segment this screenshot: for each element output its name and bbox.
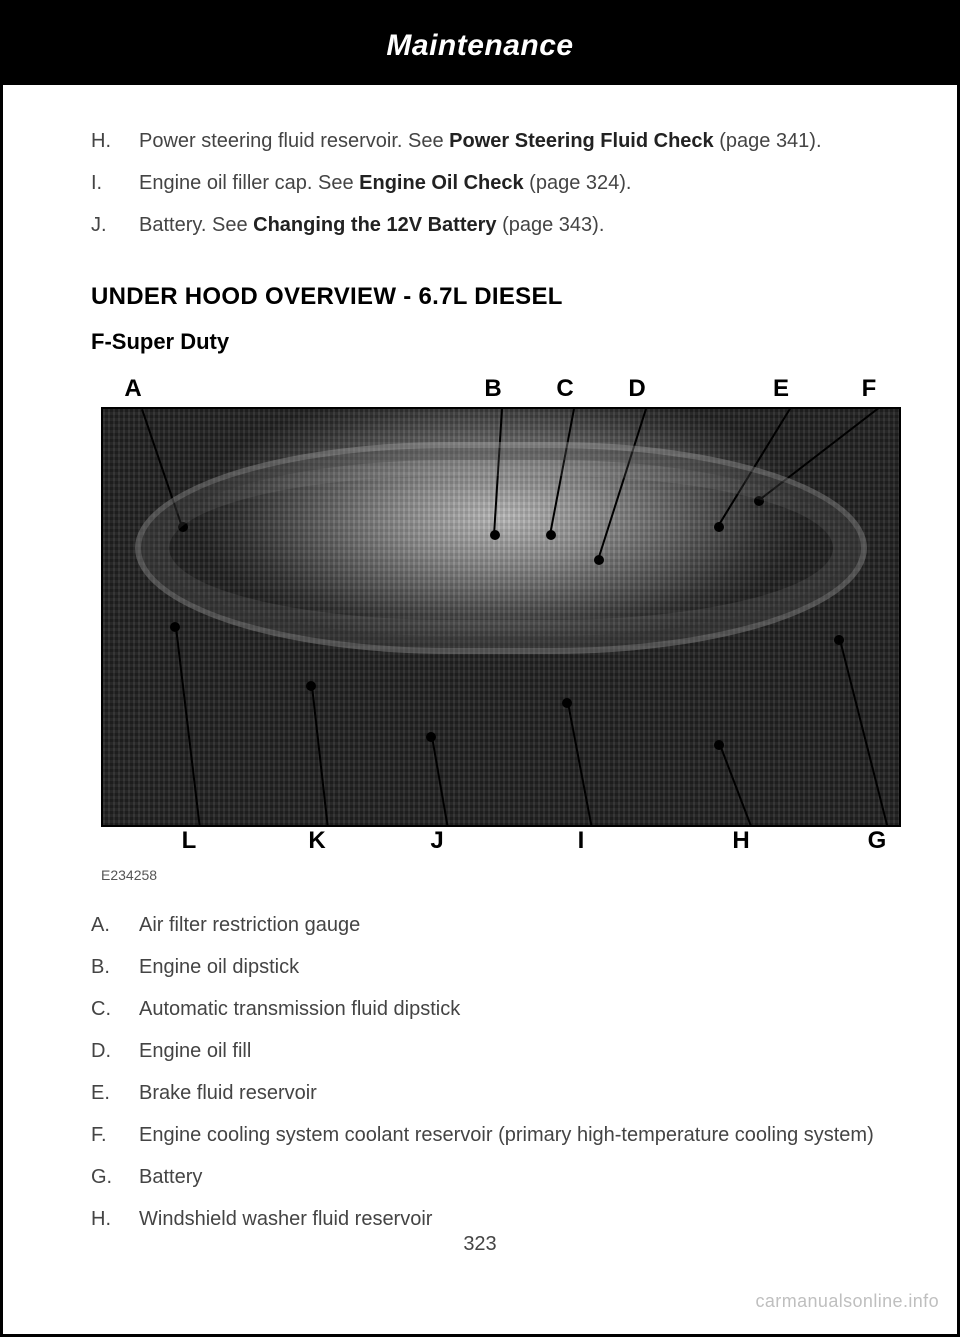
lead-dot xyxy=(546,530,556,540)
list-letter: H. xyxy=(91,127,139,155)
item-suffix: (page 341). xyxy=(714,130,822,152)
legend-letter: A. xyxy=(91,911,139,939)
lead-line xyxy=(311,686,329,827)
page-number: 323 xyxy=(3,1233,957,1256)
diagram-label: K xyxy=(308,827,325,855)
legend-text: Brake fluid reservoir xyxy=(139,1079,887,1107)
lead-dot xyxy=(170,622,180,632)
lead-dot xyxy=(714,740,724,750)
subsection-title: F-Super Duty xyxy=(91,329,887,355)
lead-dot xyxy=(426,732,436,742)
item-prefix: Power steering fluid reservoir. See xyxy=(139,130,449,152)
section-title: UNDER HOOD OVERVIEW - 6.7L DIESEL xyxy=(91,283,887,311)
header-title: Maintenance xyxy=(386,29,573,62)
page-header: Maintenance xyxy=(3,3,957,85)
legend-letter: D. xyxy=(91,1037,139,1065)
diagram-bottom-labels: LKJIHG xyxy=(101,827,901,859)
item-bold-ref: Power Steering Fluid Check xyxy=(449,130,714,152)
engine-diagram xyxy=(101,407,901,827)
item-bold-ref: Engine Oil Check xyxy=(359,172,523,194)
lead-line xyxy=(597,408,647,560)
item-suffix: (page 324). xyxy=(524,172,632,194)
lead-dot xyxy=(714,522,724,532)
legend-letter: E. xyxy=(91,1079,139,1107)
diagram-label: J xyxy=(430,827,443,855)
legend-item: E.Brake fluid reservoir xyxy=(91,1079,887,1107)
legend-item: B.Engine oil dipstick xyxy=(91,953,887,981)
lead-dot xyxy=(562,698,572,708)
lead-dot xyxy=(754,496,764,506)
list-item: H. Power steering fluid reservoir. See P… xyxy=(91,127,887,155)
lead-line xyxy=(719,744,753,827)
legend-text: Air filter restriction gauge xyxy=(139,911,887,939)
diagram-legend: A.Air filter restriction gaugeB.Engine o… xyxy=(91,911,887,1233)
legend-item: D.Engine oil fill xyxy=(91,1037,887,1065)
list-text: Power steering fluid reservoir. See Powe… xyxy=(139,127,887,155)
legend-text: Battery xyxy=(139,1163,887,1191)
list-item: I. Engine oil filler cap. See Engine Oil… xyxy=(91,169,887,197)
lead-line xyxy=(141,409,183,527)
diagram-label: F xyxy=(862,375,877,403)
legend-item: A.Air filter restriction gauge xyxy=(91,911,887,939)
diagram-label: H xyxy=(732,827,749,855)
legend-text: Engine oil fill xyxy=(139,1037,887,1065)
lead-line xyxy=(175,627,201,827)
list-item: J. Battery. See Changing the 12V Battery… xyxy=(91,211,887,239)
diagram-label: B xyxy=(484,375,501,403)
continuation-list: H. Power steering fluid reservoir. See P… xyxy=(91,127,887,239)
list-letter: I. xyxy=(91,169,139,197)
legend-text: Engine cooling system coolant reservoir … xyxy=(139,1121,887,1149)
legend-item: F.Engine cooling system coolant reservoi… xyxy=(91,1121,887,1149)
lead-line xyxy=(839,640,889,827)
diagram-image-id: E234258 xyxy=(101,867,887,883)
watermark: carmanualsonline.info xyxy=(755,1291,939,1312)
legend-item: C.Automatic transmission fluid dipstick xyxy=(91,995,887,1023)
legend-text: Windshield washer fluid reservoir xyxy=(139,1205,887,1233)
diagram-label: G xyxy=(868,827,887,855)
legend-letter: G. xyxy=(91,1163,139,1191)
legend-letter: C. xyxy=(91,995,139,1023)
legend-letter: H. xyxy=(91,1205,139,1233)
lead-line xyxy=(493,409,503,535)
item-prefix: Engine oil filler cap. See xyxy=(139,172,359,194)
diagram-label: A xyxy=(124,375,141,403)
item-prefix: Battery. See xyxy=(139,214,253,236)
diagram-label: L xyxy=(182,827,197,855)
diagram-label: I xyxy=(578,827,585,855)
legend-item: G.Battery xyxy=(91,1163,887,1191)
lead-line xyxy=(717,408,791,527)
lead-dot xyxy=(178,522,188,532)
legend-text: Engine oil dipstick xyxy=(139,953,887,981)
page-frame: Maintenance H. Power steering fluid rese… xyxy=(0,0,960,1337)
legend-item: H.Windshield washer fluid reservoir xyxy=(91,1205,887,1233)
item-suffix: (page 343). xyxy=(497,214,605,236)
diagram-container: A B C D E F L K J I H G xyxy=(101,375,901,859)
legend-letter: F. xyxy=(91,1121,139,1149)
list-text: Battery. See Changing the 12V Battery (p… xyxy=(139,211,887,239)
list-text: Engine oil filler cap. See Engine Oil Ch… xyxy=(139,169,887,197)
lead-dot xyxy=(594,555,604,565)
diagram-label: C xyxy=(556,375,573,403)
lead-line xyxy=(431,736,449,827)
lead-line xyxy=(567,703,593,827)
item-bold-ref: Changing the 12V Battery xyxy=(253,214,496,236)
diagram-top-labels: A B C D E F xyxy=(101,375,901,407)
lead-line xyxy=(549,409,575,535)
lead-dot xyxy=(490,530,500,540)
legend-letter: B. xyxy=(91,953,139,981)
lead-line xyxy=(758,407,879,501)
lead-dot xyxy=(834,635,844,645)
diagram-label: E xyxy=(773,375,789,403)
list-letter: J. xyxy=(91,211,139,239)
lead-dot xyxy=(306,681,316,691)
content-area: H. Power steering fluid reservoir. See P… xyxy=(3,85,957,1233)
legend-text: Automatic transmission fluid dipstick xyxy=(139,995,887,1023)
diagram-label: D xyxy=(628,375,645,403)
